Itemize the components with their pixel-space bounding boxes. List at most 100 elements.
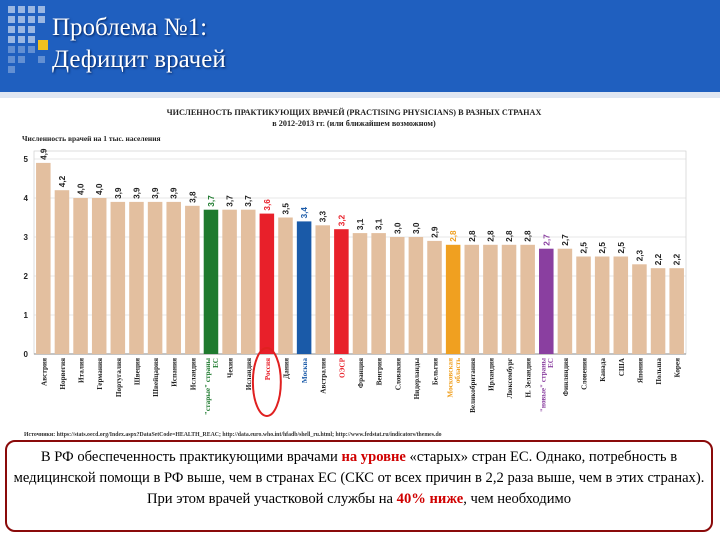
category-label: Австрия	[40, 358, 48, 386]
value-label: 2,8	[486, 230, 495, 242]
bar	[166, 201, 181, 354]
bar	[557, 248, 573, 354]
bar	[650, 268, 666, 354]
value-label: 3,7	[244, 195, 253, 207]
category-label: Дания	[282, 358, 290, 379]
value-label: 3,6	[263, 199, 272, 211]
value-label: 3,9	[170, 187, 179, 199]
category-label: Франция	[357, 358, 365, 388]
bar	[278, 217, 293, 354]
category-label: Ирландия	[487, 358, 495, 391]
bar	[129, 201, 144, 354]
y-tick-label: 0	[24, 350, 29, 359]
category-label: США	[618, 357, 626, 376]
value-label: 2,5	[617, 242, 626, 254]
chart-ylabel: Численность врачей на 1 тыс. населения	[22, 134, 161, 143]
category-label: Исландия	[245, 358, 253, 390]
category-label: Великобритания	[469, 358, 477, 413]
value-label: 4,9	[39, 148, 48, 160]
category-label: Словения	[581, 358, 589, 390]
value-label: 3,9	[114, 187, 123, 199]
value-label: 3,4	[300, 207, 309, 219]
category-label: ОЭСР	[338, 357, 346, 378]
category-label: Нидерланды	[413, 358, 421, 400]
value-label: 4,2	[58, 175, 67, 187]
category-label: Корея	[674, 358, 682, 378]
value-label: 2,3	[635, 249, 644, 261]
category-label: Канада	[599, 358, 607, 382]
y-tick-label: 4	[24, 194, 29, 203]
category-label: "новые" страныЕС	[539, 358, 555, 413]
value-labels: 4,9 4,2 4,0 4,0 3,9 3,9 3,9 3,9 3,8 3,7 3,7 3,7 3,6 3…	[39, 148, 681, 265]
bar	[259, 213, 275, 354]
bar	[389, 237, 405, 354]
value-label: 3,3	[319, 210, 328, 222]
category-label: Финляндия	[562, 358, 570, 396]
value-label: 3,0	[393, 222, 402, 234]
value-label: 3,9	[151, 187, 160, 199]
value-label: 3,9	[132, 187, 141, 199]
value-label: 4,0	[95, 183, 104, 195]
value-label: 3,1	[375, 218, 384, 230]
value-label: 2,8	[524, 230, 533, 242]
bar	[73, 198, 88, 354]
bar	[185, 205, 200, 354]
russia-highlight-circle	[251, 347, 282, 417]
bar	[594, 256, 610, 354]
chart-subtitle: в 2012-2013 гг. (или ближайшем возможном…	[272, 119, 436, 128]
bar	[501, 244, 517, 354]
value-label: 3,0	[412, 222, 421, 234]
value-label: 3,7	[226, 195, 235, 207]
callout-text-1: В РФ обеспеченность практикующими врачам…	[40, 449, 342, 465]
value-label: 2,7	[561, 234, 570, 246]
bar	[91, 198, 107, 354]
bar-series	[36, 162, 684, 354]
chart-title: ЧИСЛЕННОСТЬ ПРАКТИКУЮЩИХ ВРАЧЕЙ (PRACTIS…	[167, 108, 542, 117]
value-label: 3,5	[281, 203, 290, 215]
category-label: Москва	[301, 358, 309, 383]
y-tick-label: 5	[24, 155, 29, 164]
category-label: Словакия	[394, 358, 402, 390]
category-label: Италия	[78, 358, 86, 383]
y-axis: 0 1 2 3 4 5	[24, 155, 29, 359]
category-label: Португалия	[115, 358, 123, 397]
value-label: 2,8	[449, 230, 458, 242]
category-label: Н. Зеландия	[525, 358, 533, 398]
bar	[464, 244, 480, 354]
bar	[613, 256, 629, 354]
bar	[371, 233, 386, 354]
bar	[520, 244, 535, 354]
value-label: 3,1	[356, 218, 365, 230]
header-divider	[0, 92, 720, 98]
category-labels: Австрия Норвегия Италия Германия Португалия Ш…	[40, 357, 681, 415]
physicians-bar-chart: ЧИСЛЕННОСТЬ ПРАКТИКУЮЩИХ ВРАЧЕЙ (PRACTIS…	[22, 108, 687, 438]
bar	[352, 233, 368, 354]
category-label: Россия	[264, 358, 272, 380]
value-label: 2,2	[673, 253, 682, 265]
category-label: Московскаяобласть	[446, 358, 462, 398]
bar	[240, 209, 256, 354]
title-line-2: Дефицит врачей	[52, 46, 226, 73]
bar	[632, 264, 647, 354]
category-label: Япония	[636, 358, 644, 383]
category-label: Швеция	[133, 358, 141, 385]
callout-text-2: «старых» стран ЕС. Однако, потребность в…	[13, 449, 705, 507]
conclusion-callout: В РФ обеспеченность практикующими врачам…	[5, 440, 713, 532]
accent-square	[38, 40, 48, 50]
callout-emphasis-percent: 40% ниже	[396, 491, 464, 507]
value-label: 2,8	[468, 230, 477, 242]
category-label: Австралия	[320, 358, 328, 394]
category-label: "старые" страныЕС	[204, 358, 220, 416]
bar	[110, 201, 126, 354]
value-label: 3,2	[337, 214, 346, 226]
bar	[54, 190, 70, 354]
value-label: 3,8	[188, 191, 197, 203]
bar	[147, 201, 163, 354]
category-label: Исландия	[189, 358, 197, 390]
category-label: Швейцария	[152, 358, 160, 397]
bar	[539, 248, 554, 354]
bar	[334, 229, 349, 354]
bar	[576, 256, 591, 354]
slide-title: Проблема №1: Дефицит врачей	[52, 12, 226, 76]
bar	[315, 225, 331, 354]
